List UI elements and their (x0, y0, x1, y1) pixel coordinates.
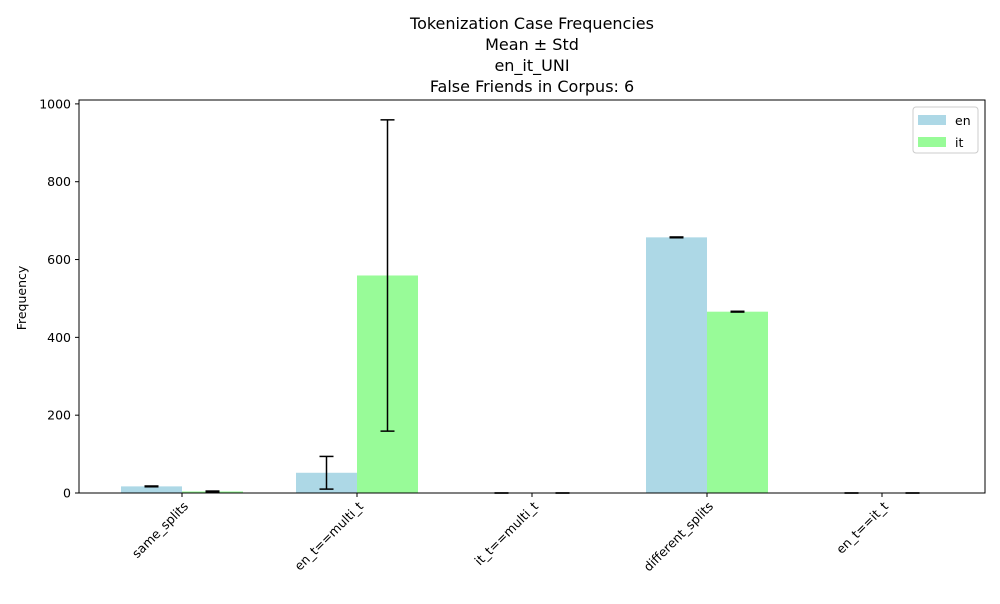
y-tick-label-1000: 1000 (39, 96, 71, 111)
chart-title-line-1: Tokenization Case Frequencies (409, 14, 654, 33)
bar-en-different_splits (646, 237, 707, 493)
legend-swatch-it (918, 137, 946, 147)
chart-title-line-2: Mean ± Std (485, 35, 579, 54)
legend-label-en: en (955, 113, 971, 128)
chart-title: Tokenization Case Frequencies Mean ± Std… (409, 14, 654, 96)
bar-it-different_splits (707, 311, 768, 493)
x-tick-label-different_splits: different_splits (640, 499, 716, 575)
x-tick-label-en_t==it_t: en_t==it_t (833, 498, 891, 556)
y-tick-label-0: 0 (63, 486, 71, 501)
y-tick-label-400: 400 (47, 330, 71, 345)
bar-en-same_splits (121, 486, 182, 493)
legend-swatch-en (918, 115, 946, 125)
chart-title-line-4: False Friends in Corpus: 6 (430, 77, 634, 96)
legend-label-it: it (955, 135, 963, 150)
plot-area: 0 200 400 600 800 1000 same_splits en_t==multi_… (39, 96, 986, 575)
y-tick-label-600: 600 (47, 252, 71, 267)
x-tick-label-it_t==multi_t: it_t==multi_t (471, 498, 541, 568)
chart-title-line-3: en_it_UNI (494, 56, 569, 76)
x-tick-label-same_splits: same_splits (129, 499, 191, 561)
y-axis-label: Frequency (14, 265, 29, 330)
y-tick-label-800: 800 (47, 174, 71, 189)
y-tick-label-200: 200 (47, 408, 71, 423)
plot-frame (78, 99, 986, 494)
x-tick-label-en_t==multi_t: en_t==multi_t (291, 498, 366, 573)
